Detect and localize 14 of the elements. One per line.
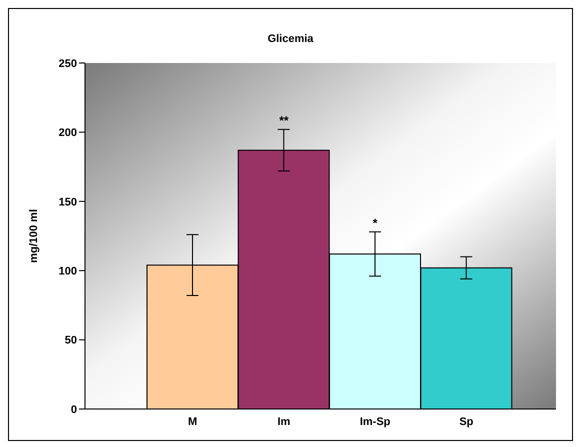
y-tick-label: 100 bbox=[58, 266, 77, 278]
annotation: ** bbox=[279, 113, 289, 128]
x-tick-label: M bbox=[188, 416, 198, 428]
y-tick-label: 50 bbox=[64, 334, 77, 347]
x-tick-label: Im-Sp bbox=[360, 416, 391, 428]
x-tick-label: Im bbox=[277, 416, 291, 428]
chart-title: Glicemia bbox=[266, 32, 314, 47]
y-tick-label: 0 bbox=[70, 404, 77, 416]
y-tick-label: 250 bbox=[58, 58, 77, 70]
y-axis-title: mg/100 ml bbox=[28, 209, 40, 263]
y-tick-label: 150 bbox=[58, 196, 77, 208]
y-tick-label: 200 bbox=[58, 127, 77, 140]
x-tick-label: Sp bbox=[459, 416, 474, 428]
annotation: * bbox=[372, 216, 378, 230]
